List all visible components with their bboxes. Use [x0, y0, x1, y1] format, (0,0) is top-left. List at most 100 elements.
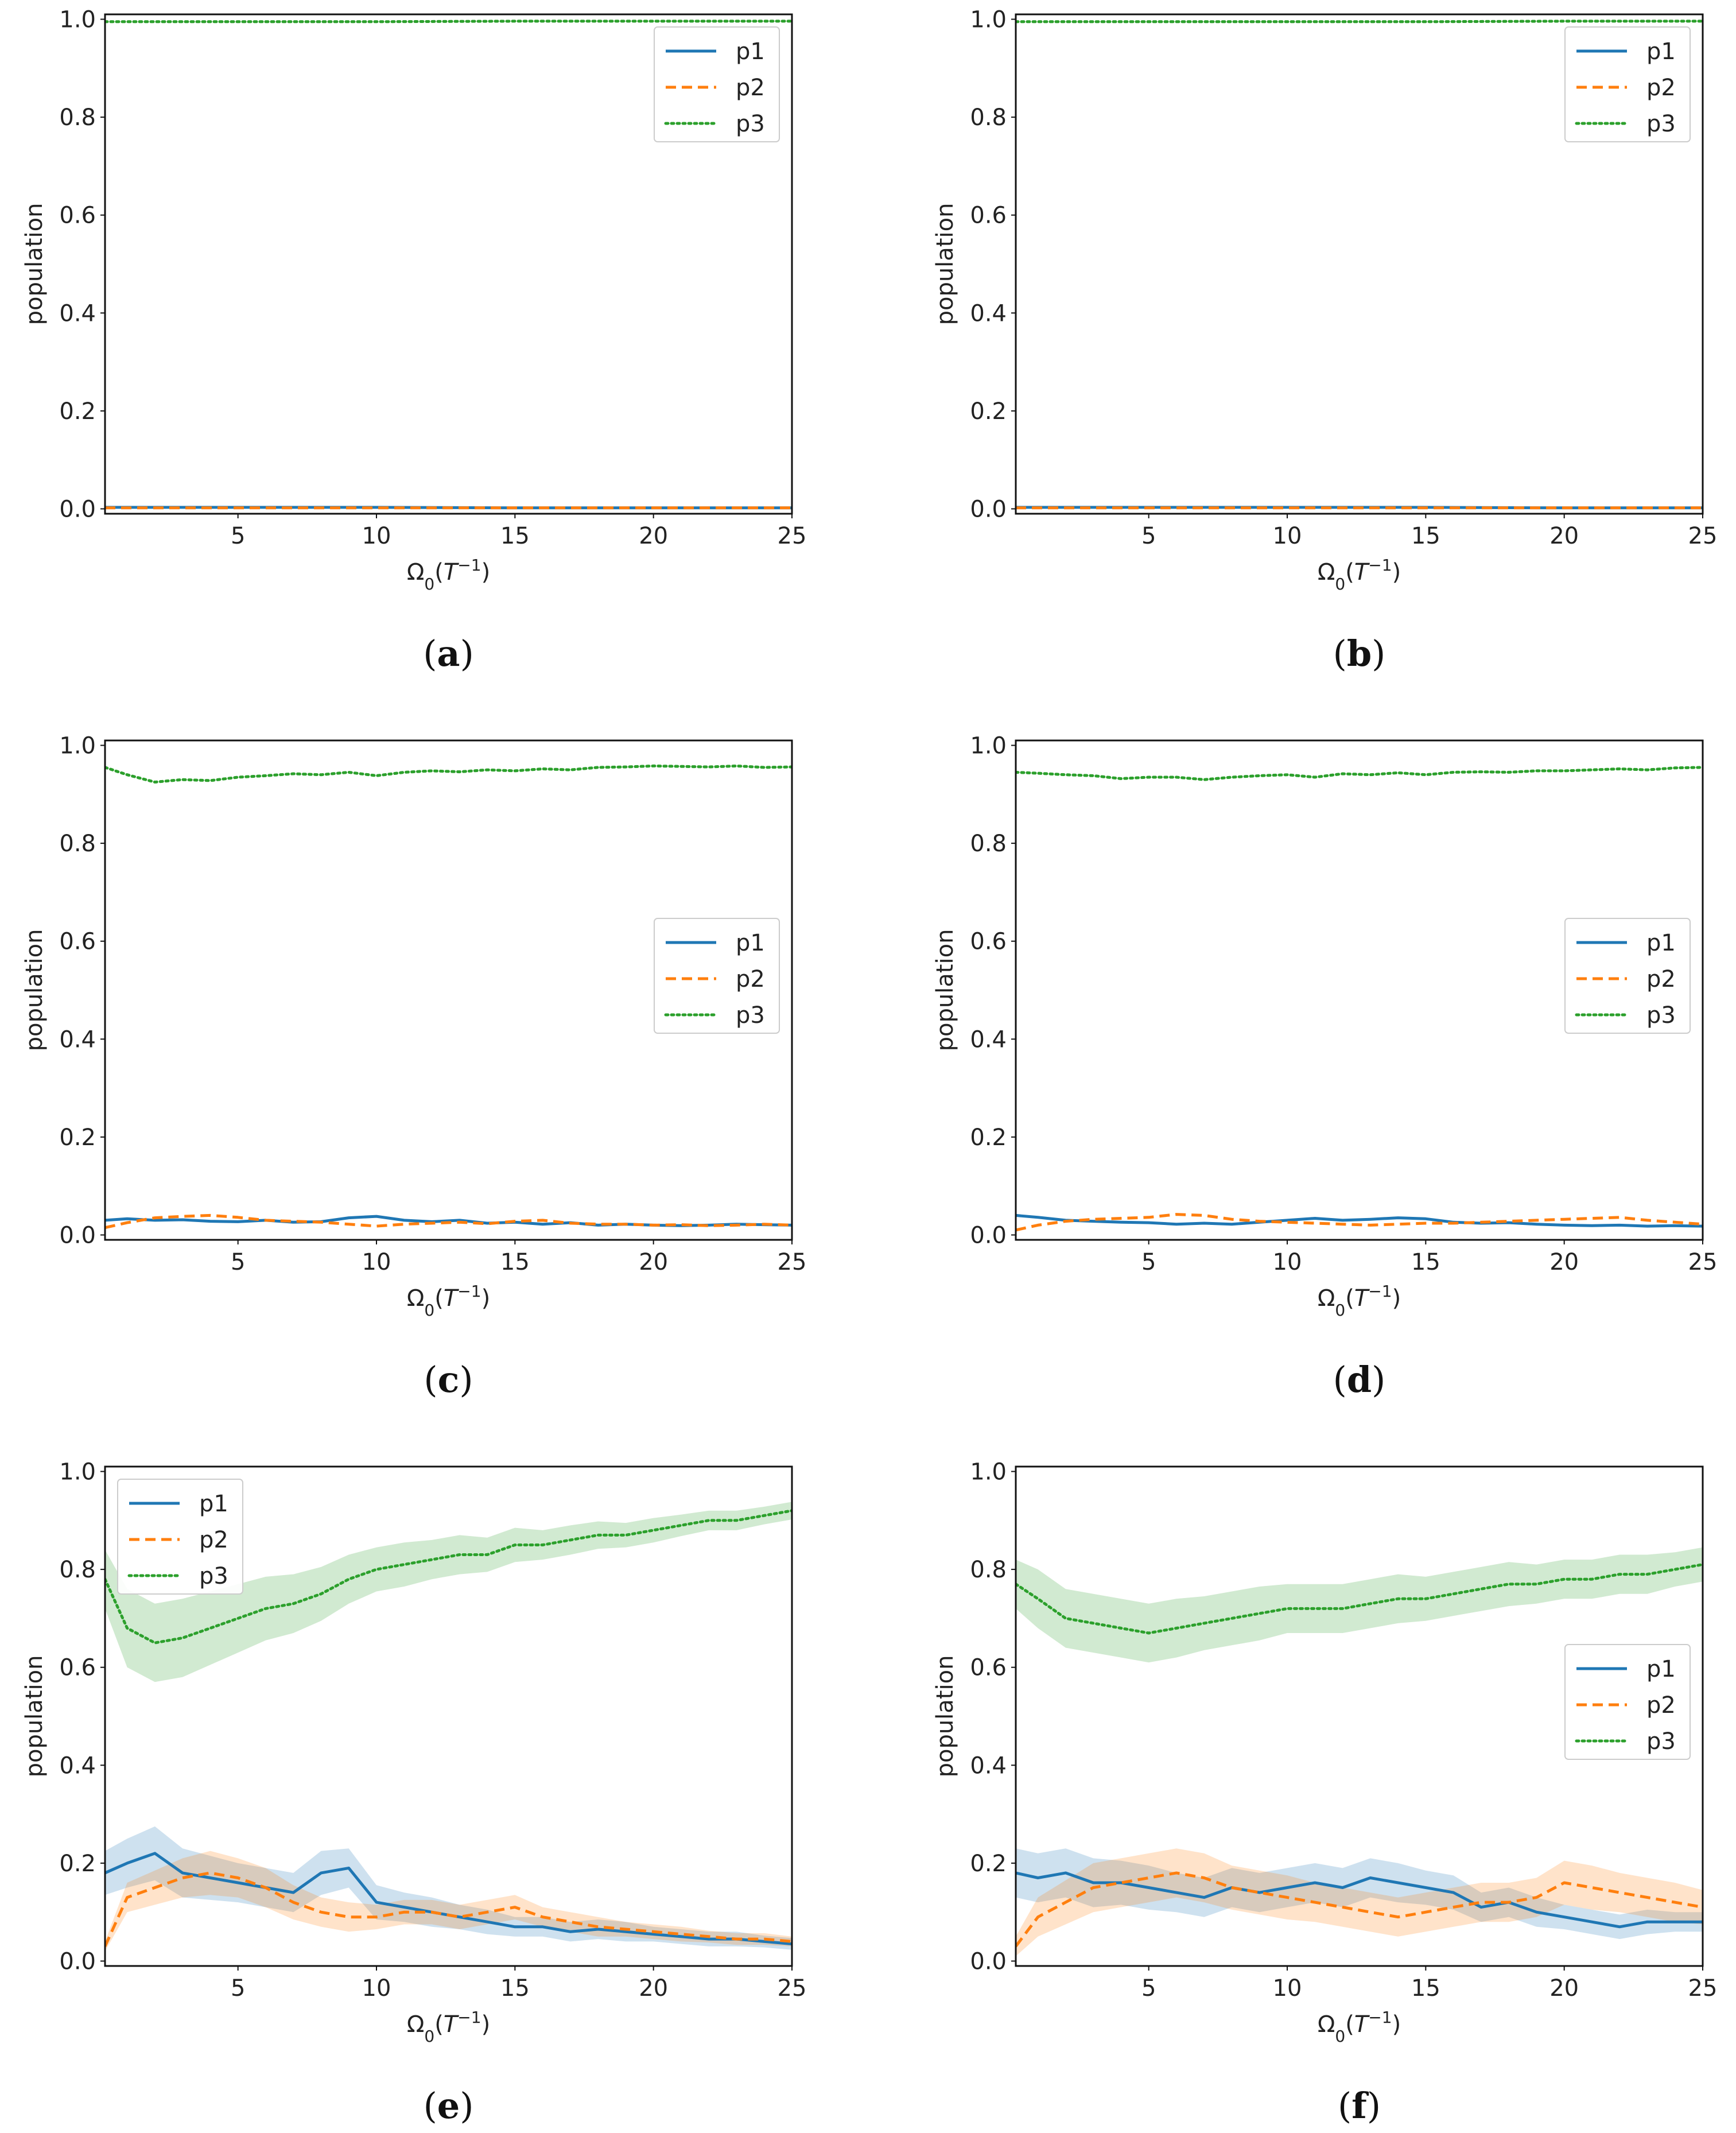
data-point-p3 [1148, 1632, 1149, 1634]
series-line-p1 [1016, 1871, 1703, 1929]
data-point-p3 [1037, 1598, 1039, 1600]
panel-caption: (d) [1333, 1359, 1386, 1401]
data-point-p1 [1231, 1223, 1233, 1225]
data-point-p2 [597, 1926, 599, 1928]
data-point-p2 [293, 1902, 294, 1903]
data-point-p2 [1425, 507, 1427, 509]
plot-area [1016, 1547, 1703, 1956]
data-point-p1 [1425, 1218, 1427, 1220]
legend-label-p2: p2 [736, 966, 765, 992]
series-line-p2 [1016, 1213, 1703, 1232]
data-point-p3 [1342, 773, 1343, 775]
legend-box [117, 1479, 243, 1595]
data-point-p3 [514, 20, 516, 22]
data-point-p3 [1480, 1588, 1482, 1590]
data-point-p3 [680, 1525, 682, 1526]
data-point-p2 [1397, 1916, 1399, 1918]
x-axis-label: Ω0(T−1) [407, 1282, 490, 1320]
data-point-p1 [1175, 1892, 1177, 1894]
y-tick-label: 0.8 [970, 104, 1007, 131]
data-point-p2 [237, 1877, 239, 1879]
data-point-p3 [680, 766, 682, 767]
data-point-p3 [1314, 1608, 1316, 1610]
data-point-p3 [1453, 1593, 1454, 1595]
data-point-p1 [182, 1219, 184, 1221]
data-point-p1 [376, 1902, 378, 1903]
data-point-p1 [597, 1929, 599, 1930]
data-point-p1 [237, 1221, 239, 1223]
data-point-p1 [1397, 1217, 1399, 1219]
data-point-p1 [1536, 1223, 1537, 1225]
data-point-p3 [1259, 1612, 1260, 1614]
data-point-p2 [1369, 1911, 1371, 1913]
data-point-p3 [293, 773, 294, 775]
data-point-p3 [154, 1642, 156, 1644]
data-point-p3 [1342, 1608, 1343, 1610]
y-axis-label: population [932, 929, 958, 1052]
data-point-p3 [1120, 778, 1122, 779]
data-point-p2 [1231, 1887, 1233, 1888]
data-point-p1 [1646, 1225, 1648, 1227]
data-point-p1 [1674, 1921, 1676, 1923]
data-point-p2 [680, 1933, 682, 1935]
data-point-p1 [126, 1862, 128, 1864]
data-point-p2 [265, 1887, 266, 1888]
data-point-p2 [1120, 1882, 1122, 1884]
legend-label-p3: p3 [1646, 111, 1676, 137]
data-point-p3 [763, 766, 765, 768]
data-point-p1 [126, 1218, 128, 1220]
data-point-p2 [708, 1225, 710, 1227]
legend-label-p2: p2 [736, 75, 765, 101]
x-tick-label: 25 [1688, 1249, 1718, 1275]
data-point-p2 [1175, 1213, 1177, 1215]
data-point-p3 [1287, 1608, 1288, 1610]
data-point-p3 [542, 1544, 543, 1546]
x-tick-label: 5 [231, 523, 245, 549]
x-tick-label: 10 [1273, 523, 1302, 549]
y-tick-label: 1.0 [970, 733, 1007, 759]
data-point-p3 [1536, 770, 1537, 771]
x-tick-label: 5 [1141, 1249, 1156, 1275]
legend-label-p3: p3 [199, 1563, 228, 1589]
data-point-p3 [1065, 774, 1066, 775]
data-point-p3 [376, 21, 378, 22]
data-point-p1 [182, 1872, 184, 1874]
legend-label-p2: p2 [1646, 1692, 1676, 1719]
data-point-p2 [237, 507, 239, 509]
data-point-p1 [1591, 1921, 1593, 1923]
data-point-p3 [1093, 775, 1094, 777]
data-point-p1 [1065, 1872, 1066, 1874]
data-point-p3 [1369, 774, 1371, 775]
y-tick-label: 0.4 [970, 300, 1007, 327]
data-point-p2 [653, 1224, 654, 1226]
data-point-p1 [1037, 1877, 1039, 1879]
data-point-p2 [209, 1872, 211, 1874]
legend-label-p1: p1 [199, 1491, 228, 1517]
data-point-p2 [653, 507, 654, 509]
data-point-p1 [1342, 1219, 1343, 1221]
legend-label-p1: p1 [736, 930, 765, 956]
data-point-p2 [376, 507, 378, 509]
data-point-p3 [625, 1534, 627, 1536]
data-point-p3 [1148, 777, 1149, 778]
x-tick-label: 15 [500, 523, 530, 549]
data-point-p2 [182, 1216, 184, 1217]
series-line-p2 [105, 1213, 792, 1230]
data-point-p1 [403, 1219, 405, 1221]
data-point-p3 [1674, 767, 1676, 769]
x-tick-label: 5 [231, 1249, 245, 1275]
data-point-p3 [1508, 771, 1510, 773]
legend-box [1564, 918, 1691, 1034]
data-point-p3 [1425, 774, 1427, 775]
y-tick-label: 0.0 [59, 1948, 96, 1975]
data-point-p2 [1037, 1224, 1039, 1226]
data-point-p2 [1314, 1223, 1316, 1224]
data-point-p3 [293, 1603, 294, 1604]
data-point-p3 [653, 1529, 654, 1531]
series-line-p1 [105, 1852, 792, 1946]
data-point-p1 [487, 1921, 488, 1923]
data-point-p2 [431, 1911, 433, 1913]
data-point-p1 [154, 1219, 156, 1221]
legend-label-p2: p2 [1646, 75, 1676, 101]
data-point-p1 [1203, 1897, 1205, 1898]
